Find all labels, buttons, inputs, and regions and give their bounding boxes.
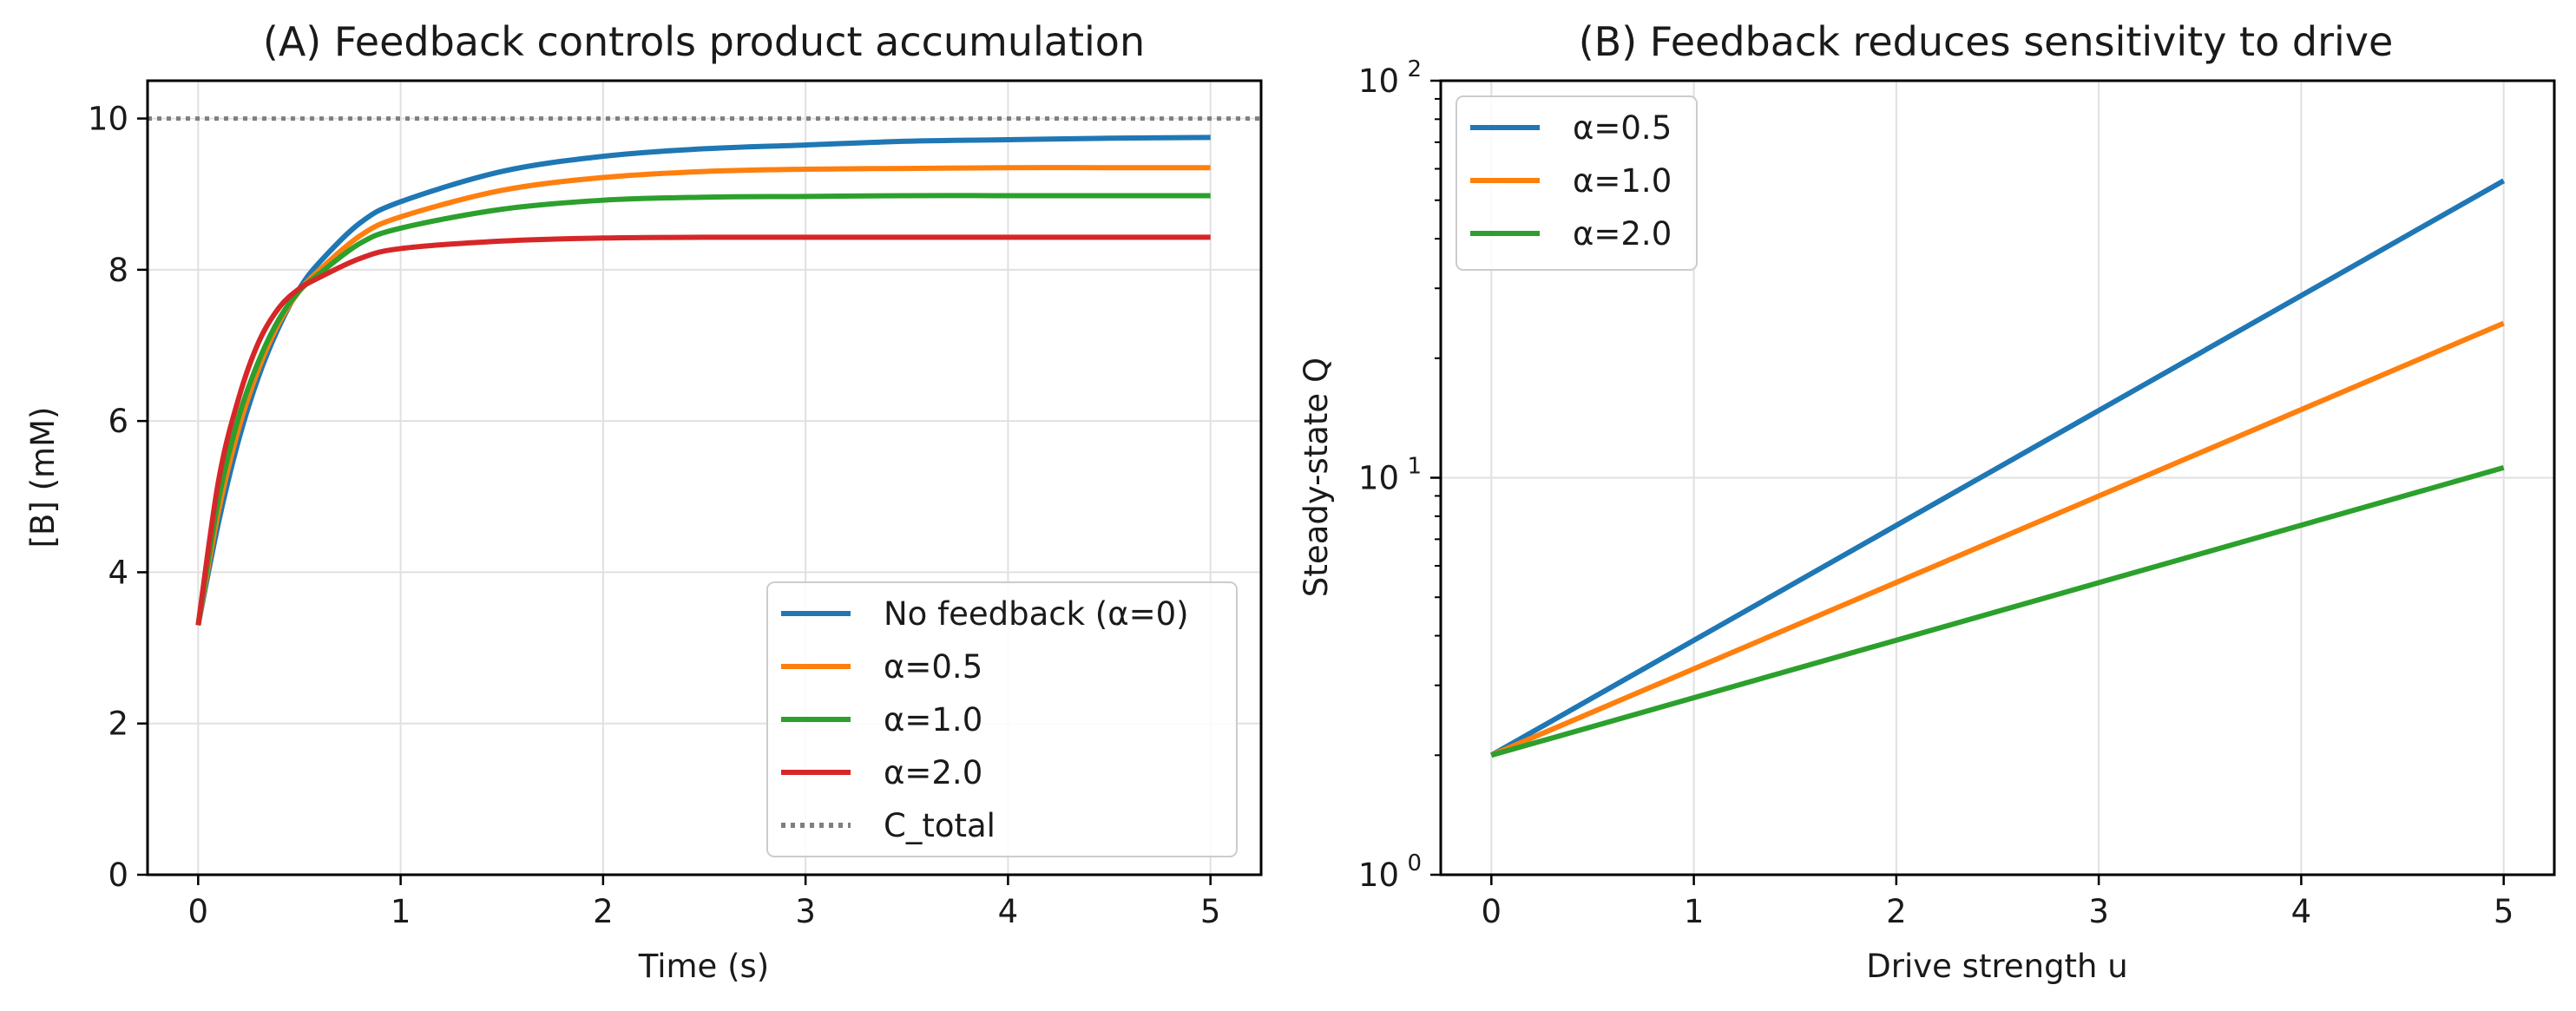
panel-a-x-tick-label: 2 [593,893,614,930]
panel-a: (A) Feedback controls product accumulati… [24,18,1263,985]
panel-b-legend-label: α=2.0 [1573,215,1672,253]
panel-b-x-label: Drive strength u [1866,948,2127,985]
panel-a-y-tick-label: 4 [108,554,128,591]
panel-b-y-label: Steady-state Q [1298,358,1335,597]
panel-a-plot-frame [146,79,1263,876]
panel-a-x-tick-label: 5 [1200,893,1221,930]
panel-a-series [195,135,1211,627]
panel-b-legend-box [1456,95,1698,271]
panel-b-x-tick-label: 2 [1886,893,1907,930]
panel-b-y-tick-label: 10 [1358,857,1399,894]
panel-a-series-line-2 [195,193,1211,626]
panel-a-y-tick-label: 10 [88,101,128,138]
panel-a-legend-label: α=2.0 [884,754,982,791]
panel-a-series-line-1 [195,165,1211,626]
panel-a-x-tick-label: 4 [998,893,1019,930]
panel-b-x-tick-label: 4 [2291,893,2312,930]
panel-b-legend-label: α=0.5 [1573,109,1672,147]
panel-b-y-tick-exponent: 1 [1407,454,1422,480]
panel-a-legend: No feedback (α=0) α=0.5 α=1.0 α=2.0 C_total [766,581,1238,857]
panel-a-x-tick-label: 1 [391,893,411,930]
panel-a-y-tick-label: 8 [108,252,128,289]
panel-a-legend-label: C_total [884,807,996,844]
panel-b-legend: α=0.5 α=1.0 α=2.0 [1456,95,1698,271]
panel-b: (B) Feedback reduces sensitivity to driv… [1298,18,2556,985]
panel-a-y-tick-label: 2 [108,706,128,743]
panel-a-legend-label: No feedback (α=0) [884,595,1189,633]
panel-b-y-tick-exponent: 0 [1407,850,1422,876]
panel-a-series-line-0 [195,135,1211,627]
panel-a-y-tick-label: 0 [108,857,128,894]
panel-a-x-label: Time (s) [638,948,769,985]
panel-a-x-tick-label: 0 [188,893,209,930]
panel-b-x-tick-label: 1 [1684,893,1705,930]
panel-b-y-tick-label: 10 [1358,460,1399,497]
panel-a-series-line-3 [195,234,1211,626]
panel-a-y-label: [B] (mM) [24,407,62,548]
panel-a-x-ticks: 0 1 2 3 4 5 [188,875,1221,930]
panel-b-y-tick-label: 10 [1358,62,1399,100]
panel-a-y-ticks: 0 2 4 6 8 10 [88,101,148,894]
panel-b-x-tick-label: 5 [2494,893,2514,930]
panel-b-x-ticks: 0 1 2 3 4 5 [1482,875,2514,930]
panel-b-legend-label: α=1.0 [1573,162,1672,200]
panel-b-x-tick-label: 0 [1482,893,1502,930]
panel-b-y-tick-exponent: 2 [1407,56,1422,82]
panel-b-x-tick-label: 3 [2088,893,2109,930]
panel-b-series-line-1 [1490,320,2505,758]
panel-a-legend-label: α=1.0 [884,701,982,739]
panel-a-legend-label: α=0.5 [884,648,982,686]
panel-b-title: (B) Feedback reduces sensitivity to driv… [1579,18,2394,65]
panel-a-title: (A) Feedback controls product accumulati… [263,18,1145,65]
panel-a-y-tick-label: 6 [108,403,128,440]
panel-b-series-line-0 [1489,178,2506,758]
panel-a-x-tick-label: 3 [795,893,816,930]
panel-b-series [1489,178,2506,758]
panel-a-legend-box [766,581,1238,857]
panel-b-series-line-2 [1490,465,2505,758]
panel-b-y-ticks: 10 0 10 1 10 2 [1358,56,1441,894]
